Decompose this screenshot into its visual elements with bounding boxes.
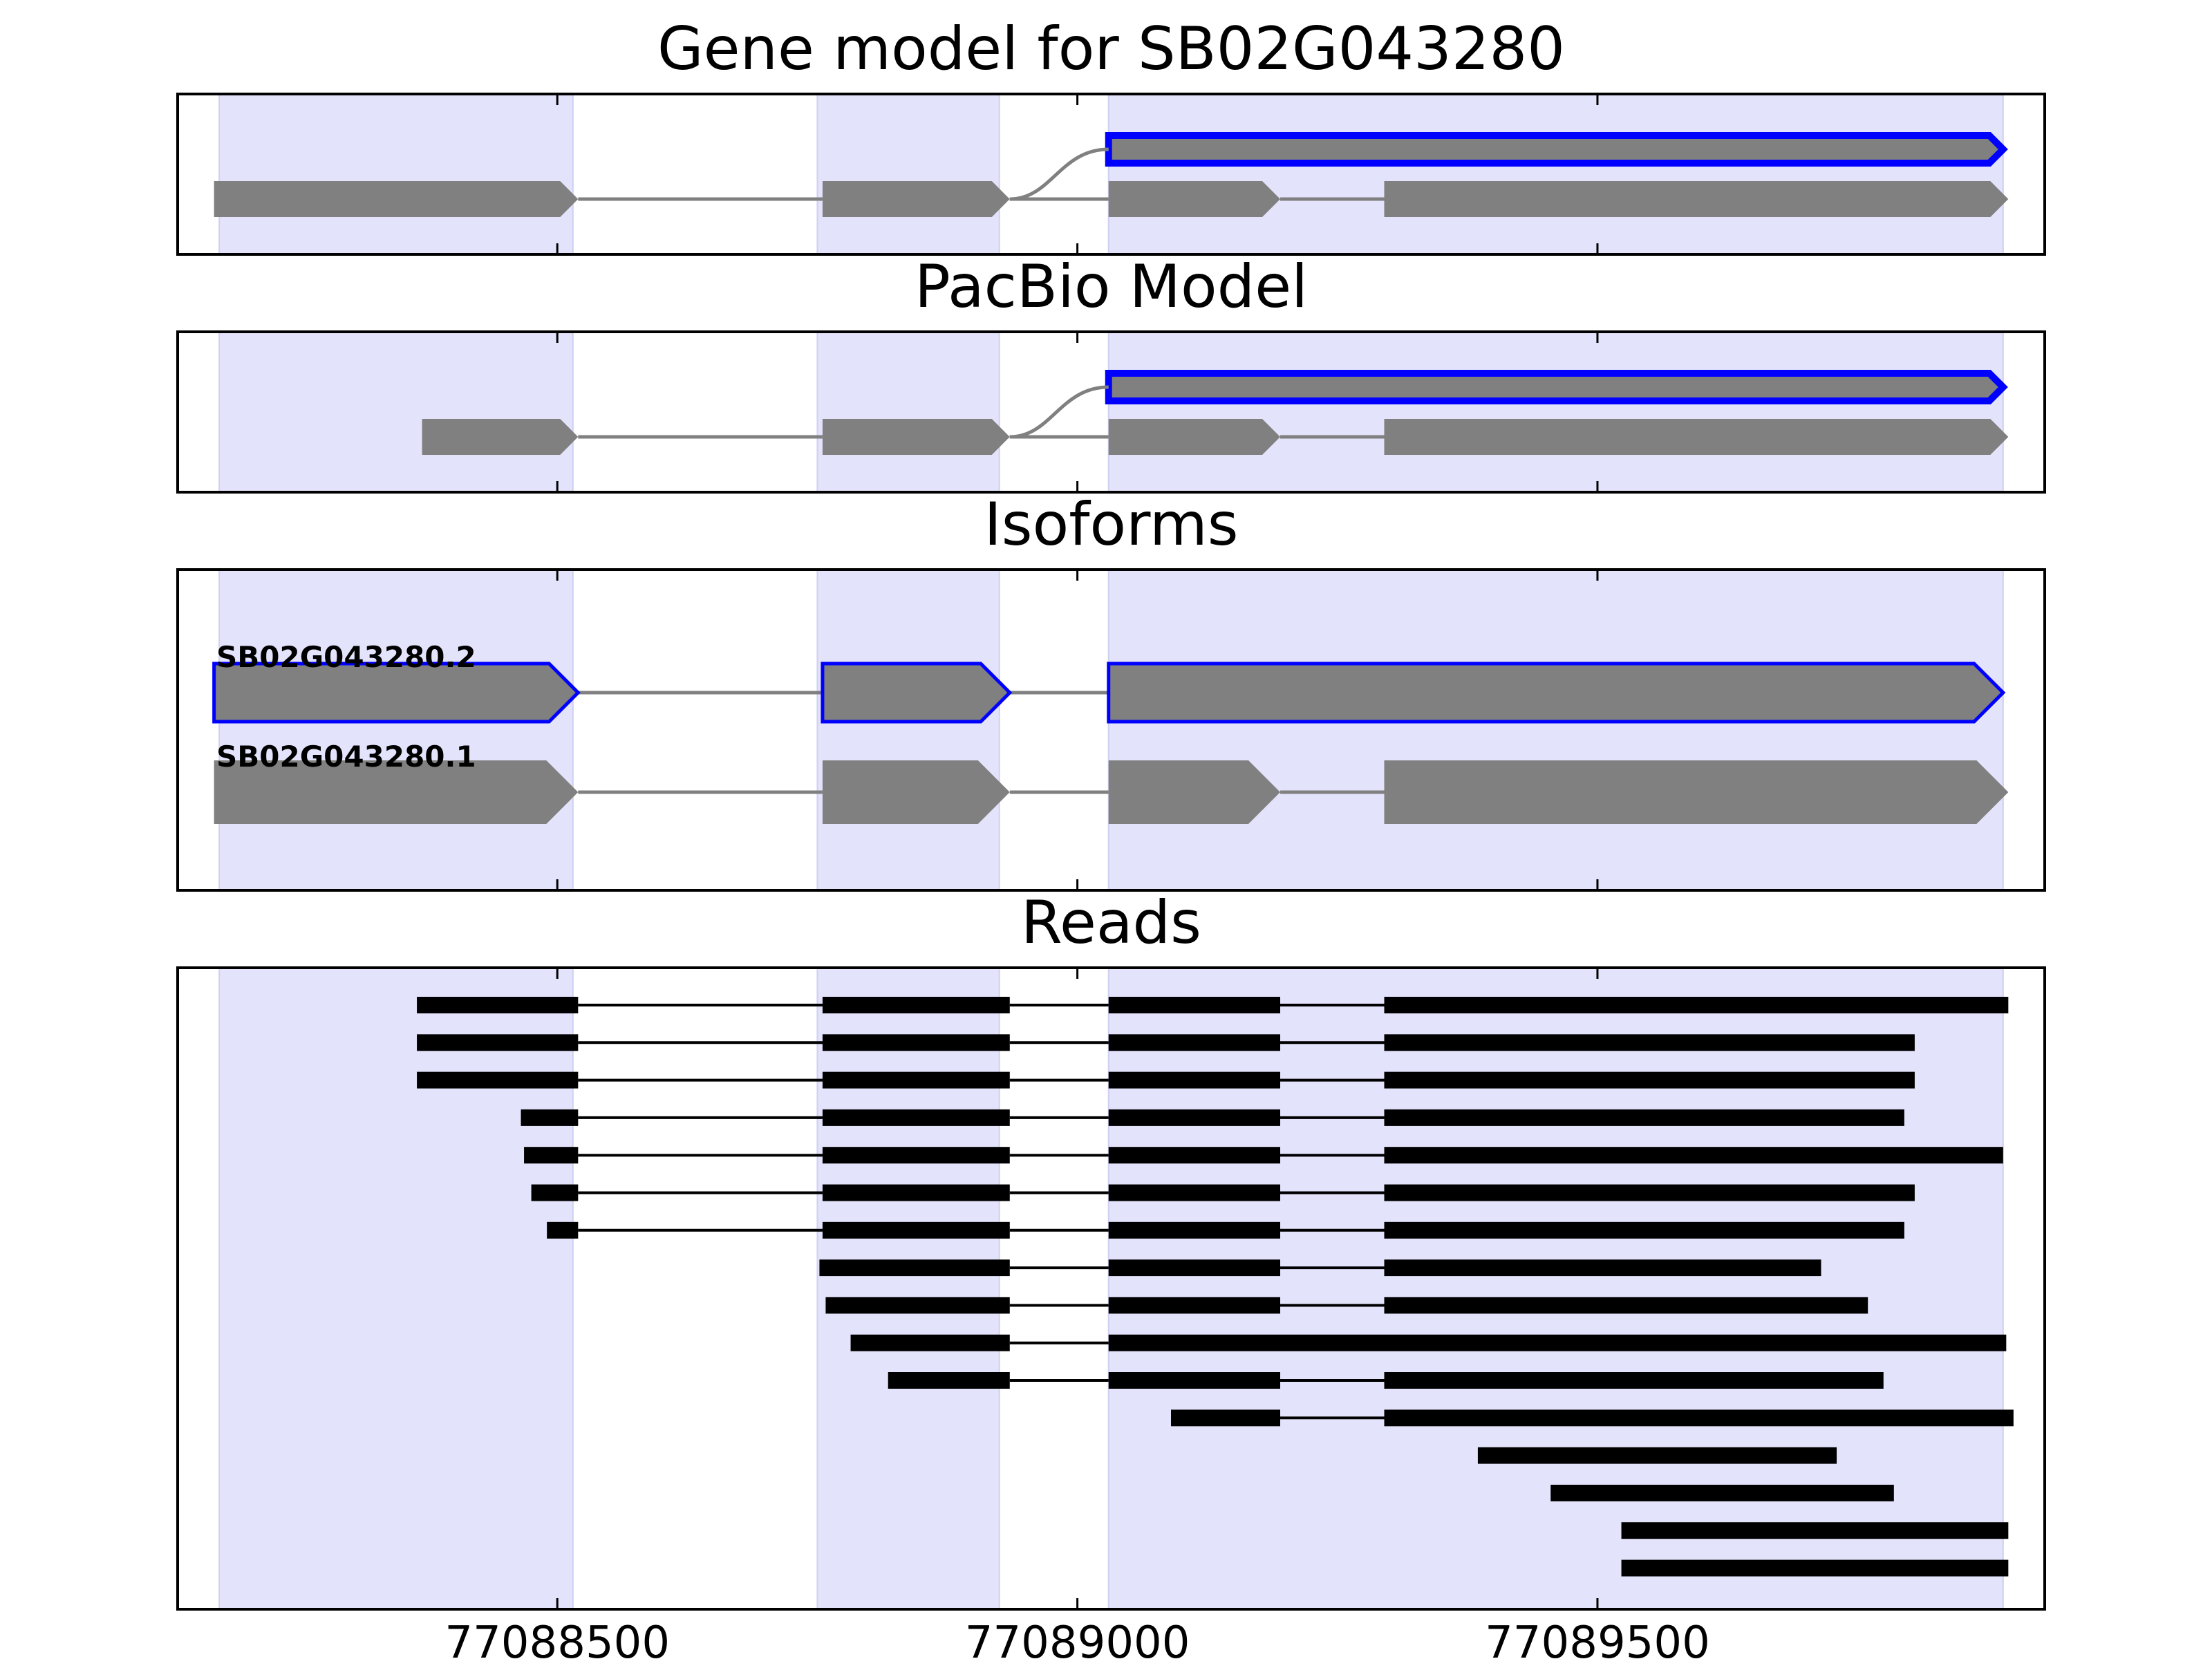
- x-tick-label-2: 77089000: [965, 1618, 1190, 1659]
- panel1-row-2-exon-1: [214, 181, 579, 217]
- panel2-shaded-region-2: [816, 331, 1000, 493]
- panel3-row-1-label: SB02G043280.2: [216, 640, 476, 674]
- read-1-block-3: [1108, 997, 1281, 1013]
- read-4-block-4: [1384, 1109, 1904, 1126]
- read-2-block-3: [1108, 1034, 1281, 1051]
- panel1-row-2-exon-2: [822, 181, 1010, 217]
- panel1-shaded-region-2: [816, 93, 1000, 255]
- panel3-row-1-exon-1: [212, 662, 581, 724]
- read-9-block-2: [1108, 1297, 1281, 1314]
- panel2-row-2-exon-3: [1108, 419, 1281, 455]
- panel2-row-1-exon-1: [1105, 370, 2008, 404]
- panel4-frame: [176, 966, 2046, 1611]
- read-6-block-1: [531, 1184, 579, 1201]
- panel4-title: Reads: [1021, 888, 1201, 957]
- panel3-row-2-label: SB02G043280.1: [216, 740, 476, 774]
- read-7-block-1: [547, 1221, 579, 1239]
- read-6-block-3: [1108, 1184, 1281, 1201]
- read-5-block-3: [1108, 1147, 1281, 1164]
- panel3-title: Isoforms: [984, 490, 1238, 559]
- read-2-block-2: [822, 1034, 1010, 1051]
- read-9-block-1: [825, 1297, 1010, 1314]
- read-4-block-1: [521, 1109, 579, 1126]
- panel2-row-2-exon-2: [822, 419, 1010, 455]
- read-8-block-1: [819, 1259, 1010, 1277]
- read-11-block-2: [1108, 1372, 1281, 1389]
- panel1-shaded-region-3: [1107, 93, 2004, 255]
- read-4-block-2: [822, 1109, 1010, 1126]
- read-3-block-4: [1384, 1071, 1915, 1089]
- read-10-block-2: [1108, 1334, 2007, 1351]
- read-10-block-1: [850, 1334, 1010, 1351]
- panel1-row-1-exon-1: [1105, 132, 2008, 167]
- read-15-block-1: [1621, 1522, 2009, 1539]
- read-4-block-3: [1108, 1109, 1281, 1126]
- read-5-block-2: [822, 1147, 1010, 1164]
- read-7-block-4: [1384, 1221, 1904, 1239]
- read-1-block-4: [1384, 997, 2009, 1013]
- read-9-block-3: [1384, 1297, 1868, 1314]
- panel3-row-2-exon-3: [1108, 760, 1281, 824]
- panel2-row-1-splice-connector: [1009, 385, 1109, 439]
- panel3-row-2-exon-1: [214, 760, 579, 824]
- panel1-title: Gene model for SB02G043280: [657, 15, 1565, 84]
- read-3-block-2: [822, 1071, 1010, 1089]
- panel2-row-2-exon-1: [422, 419, 579, 455]
- panel3-shaded-region-3: [1107, 569, 2004, 891]
- panel1-row-1-splice-connector: [1009, 147, 1109, 201]
- read-2-block-1: [417, 1034, 579, 1051]
- read-13-block-1: [1477, 1447, 1837, 1464]
- panel3-row-1-exon-2: [821, 662, 1013, 724]
- read-6-block-4: [1384, 1184, 1915, 1201]
- read-2-block-4: [1384, 1034, 1915, 1051]
- read-5-block-1: [524, 1147, 579, 1164]
- panel1-row-2-exon-3: [1108, 181, 1281, 217]
- panel3-row-2-exon-2: [822, 760, 1010, 824]
- panel1-shaded-region-1: [218, 93, 574, 255]
- read-8-block-2: [1108, 1259, 1281, 1277]
- read-1-block-2: [822, 997, 1010, 1013]
- x-tick-label-3: 77089500: [1485, 1618, 1710, 1659]
- panel3-row-2-exon-4: [1384, 760, 2009, 824]
- read-7-block-3: [1108, 1221, 1281, 1239]
- read-5-block-4: [1384, 1147, 2003, 1164]
- panel1-row-2-exon-4: [1384, 181, 2009, 217]
- read-12-block-1: [1171, 1409, 1281, 1427]
- panel2-shaded-region-1: [218, 331, 574, 493]
- panel3-shaded-region-1: [218, 569, 574, 891]
- panel2-shaded-region-3: [1107, 331, 2004, 493]
- read-14-block-1: [1550, 1484, 1894, 1501]
- read-11-block-1: [888, 1372, 1010, 1389]
- read-8-block-3: [1384, 1259, 1821, 1277]
- panel3-row-1-exon-3: [1107, 662, 2006, 724]
- panel2-title: PacBio Model: [915, 252, 1308, 321]
- x-tick-label-1: 77088500: [444, 1618, 670, 1659]
- panel4-shaded-region-3: [1107, 967, 2004, 1610]
- read-11-block-3: [1384, 1372, 1884, 1389]
- panel3-frame: [176, 568, 2046, 892]
- read-3-block-1: [417, 1071, 579, 1089]
- panel1-frame: [176, 93, 2046, 256]
- read-3-block-3: [1108, 1071, 1281, 1089]
- panel2-row-2-exon-4: [1384, 419, 2009, 455]
- read-12-block-2: [1384, 1409, 2014, 1427]
- read-16-block-1: [1621, 1559, 2009, 1577]
- read-1-block-1: [417, 997, 579, 1013]
- panel4-shaded-region-1: [218, 967, 574, 1610]
- panel4-shaded-region-2: [816, 967, 1000, 1610]
- read-7-block-2: [822, 1221, 1010, 1239]
- read-6-block-2: [822, 1184, 1010, 1201]
- panel2-frame: [176, 330, 2046, 494]
- panel3-shaded-region-2: [816, 569, 1000, 891]
